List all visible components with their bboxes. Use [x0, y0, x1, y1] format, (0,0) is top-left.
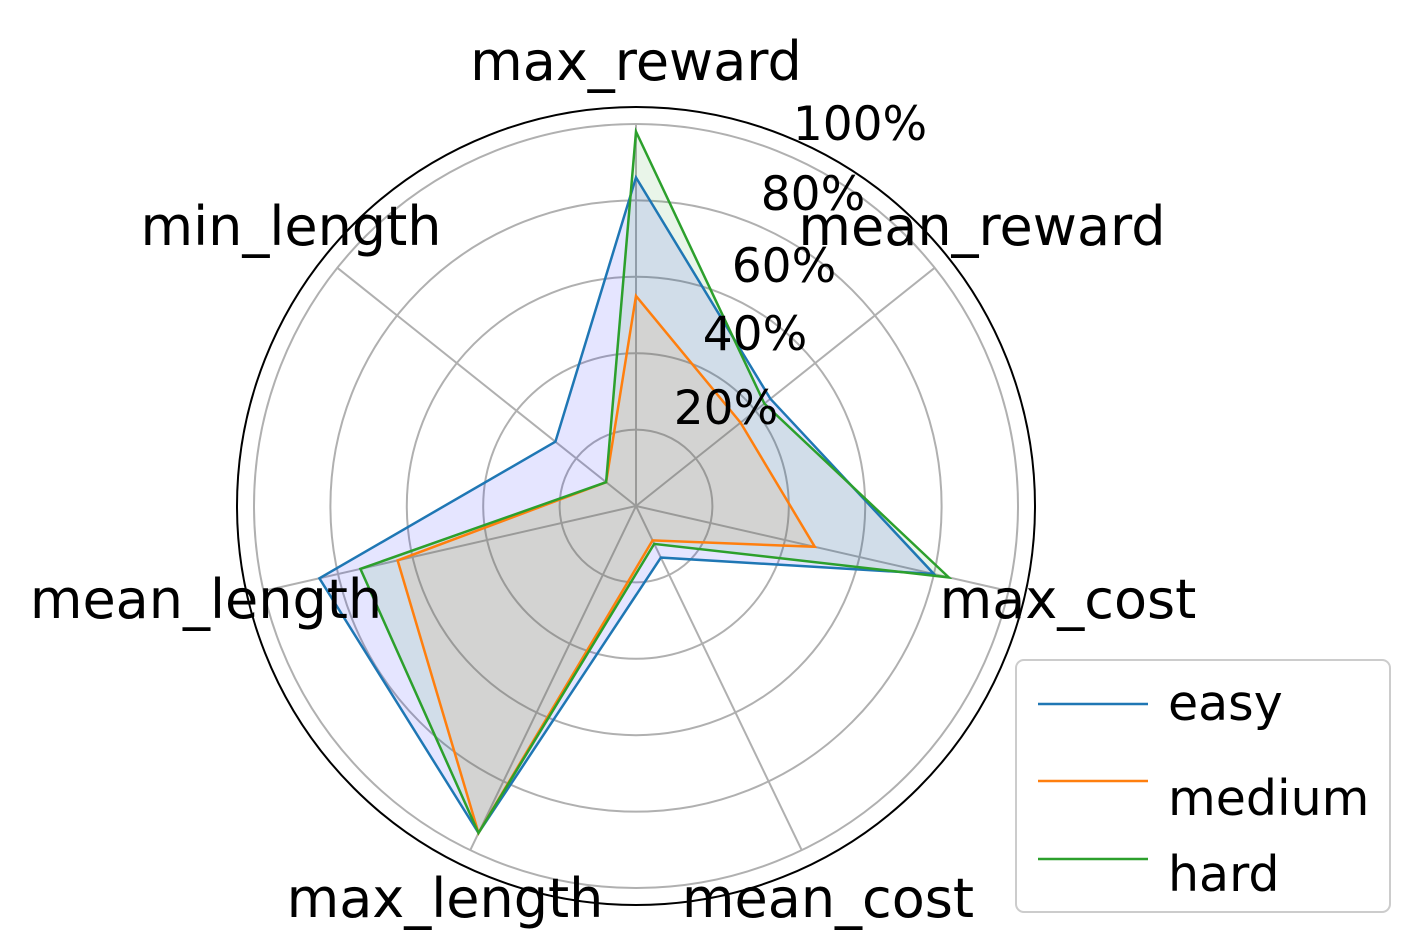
series-line-hard: [358, 126, 953, 836]
legend-box: [1015, 659, 1391, 913]
axis-label-mean-reward: mean_reward: [798, 195, 1165, 258]
series-area-hard: [360, 131, 949, 834]
axis-label-max-reward: max_reward: [470, 30, 802, 93]
spoke-max-length: [469, 505, 637, 851]
axis-label-mean-cost: mean_cost: [682, 867, 974, 930]
spoke-mean-reward: [635, 267, 936, 507]
axis-labels: max_reward mean_reward max_cost mean_cos…: [30, 30, 1196, 930]
polar-frame: [236, 106, 1036, 906]
series-area-medium: [397, 295, 815, 833]
axis-label-max-cost: max_cost: [940, 568, 1197, 631]
radial-tick-60: 60%: [732, 239, 836, 294]
radial-tick-40: 40%: [703, 307, 807, 362]
radial-tick-100: 100%: [793, 97, 927, 152]
spoke-mean-length: [263, 505, 637, 592]
axis-label-mean-length: mean_length: [30, 568, 382, 631]
spoke-mean-cost: [635, 505, 803, 851]
spoke-min-length: [336, 267, 637, 507]
legend-label-easy: easy: [1168, 675, 1283, 732]
series-line-easy: [317, 174, 937, 836]
series-area-easy: [319, 177, 934, 833]
axis-label-max-length: max_length: [287, 867, 604, 930]
axis-label-min-length: min_length: [141, 195, 442, 258]
series-layer: [317, 126, 953, 837]
radial-grid: [236, 106, 1036, 906]
legend: easy medium hard: [1015, 659, 1391, 913]
radial-tick-20: 20%: [674, 381, 778, 436]
radial-tick-labels: 20% 40% 60% 80% 100%: [674, 97, 927, 436]
legend-label-medium: medium: [1168, 770, 1369, 827]
radial-tick-80: 80%: [761, 167, 865, 222]
legend-label-hard: hard: [1168, 846, 1279, 903]
